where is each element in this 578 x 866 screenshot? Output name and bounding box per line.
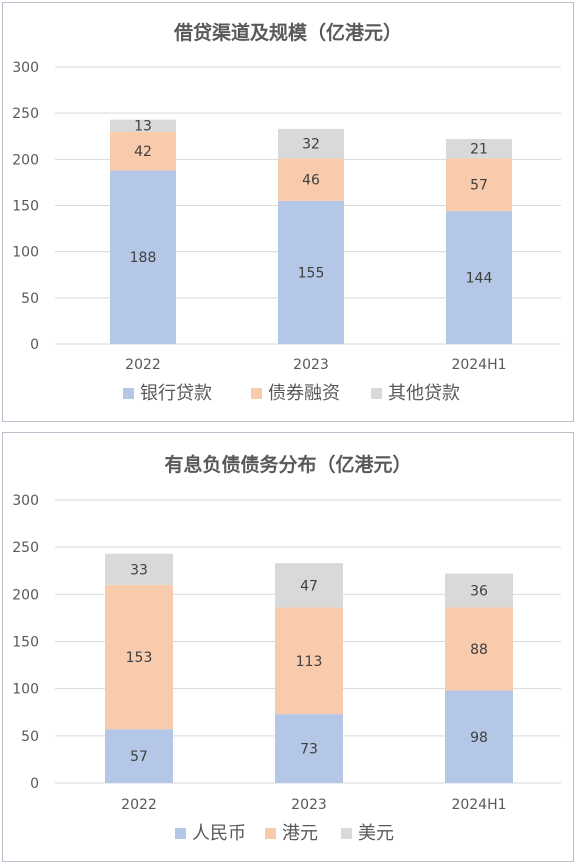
- bar-segment: [110, 170, 176, 344]
- y-tick-label: 0: [30, 337, 39, 353]
- bar-segment: [275, 714, 343, 783]
- data-label: 155: [298, 265, 325, 281]
- legend-entry: 其他贷款: [388, 383, 460, 404]
- bar-segment: [446, 158, 512, 212]
- data-label: 13: [134, 119, 152, 135]
- bar-segment: [445, 607, 513, 691]
- bar-segment: [110, 119, 176, 132]
- data-label: 42: [134, 144, 152, 160]
- bar-segment: [446, 139, 512, 159]
- data-label: 47: [300, 578, 318, 594]
- legend-swatch: [265, 828, 276, 839]
- data-label: 98: [470, 730, 488, 746]
- y-tick-label: 0: [30, 776, 39, 792]
- chart-panel-debt-distribution: 有息负债债务分布（亿港元） 0 50 100 150 200 250 300 57 153 33…: [2, 432, 574, 862]
- y-tick-label: 300: [12, 493, 39, 509]
- y-tick-label: 250: [12, 540, 39, 556]
- bar-segment: [278, 158, 344, 201]
- bar-segment: [105, 584, 173, 730]
- data-label: 57: [130, 749, 148, 765]
- bar-segment: [275, 563, 343, 608]
- chart-borrowing-channels: 借贷渠道及规模（亿港元） 0 50 100 150 200 250 300 188 42 13 2…: [12, 21, 561, 404]
- x-tick-label: 2024H1: [451, 797, 506, 813]
- y-tick-label: 50: [21, 291, 39, 307]
- legend-swatch: [251, 388, 262, 399]
- x-tick-label: 2022: [121, 797, 157, 813]
- bar-segment: [278, 128, 344, 159]
- chart-panel-borrowing-channels: 借贷渠道及规模（亿港元） 0 50 100 150 200 250 300 188 42 13 2…: [2, 2, 574, 422]
- chart-debt-distribution: 有息负债债务分布（亿港元） 0 50 100 150 200 250 300 57 153 33…: [12, 453, 561, 844]
- y-tick-label: 300: [12, 60, 39, 76]
- legend-swatch: [175, 828, 186, 839]
- y-tick-label: 150: [12, 635, 39, 651]
- data-label: 33: [130, 562, 148, 578]
- y-tick-label: 200: [12, 152, 39, 168]
- x-tick-label: 2023: [293, 357, 329, 373]
- data-label: 113: [296, 654, 323, 670]
- y-tick-label: 150: [12, 199, 39, 215]
- data-label: 32: [302, 137, 320, 153]
- bar-segment: [275, 607, 343, 715]
- y-tick-label: 200: [12, 587, 39, 603]
- bar-segment: [105, 553, 173, 585]
- x-tick-label: 2023: [291, 797, 327, 813]
- legend-swatch: [371, 388, 382, 399]
- data-label: 188: [130, 250, 157, 266]
- legend-entry: 人民币: [192, 823, 246, 844]
- data-label: 36: [470, 584, 488, 600]
- data-label: 57: [470, 178, 488, 194]
- legend-swatch: [341, 828, 352, 839]
- bar-segment: [278, 200, 344, 344]
- data-label: 153: [126, 650, 153, 666]
- legend-swatch: [123, 388, 134, 399]
- legend-entry: 债券融资: [268, 383, 340, 404]
- data-label: 73: [300, 742, 318, 758]
- x-tick-label: 2024H1: [451, 357, 506, 373]
- y-tick-label: 50: [21, 729, 39, 745]
- legend-entry: 美元: [358, 823, 394, 844]
- bar-segment: [445, 690, 513, 783]
- x-tick-label: 2022: [125, 357, 161, 373]
- data-label: 88: [470, 642, 488, 658]
- chart-title: 有息负债债务分布（亿港元）: [164, 453, 411, 476]
- bar-segment: [105, 729, 173, 783]
- legend-entry: 银行贷款: [140, 383, 212, 404]
- bar-segment: [110, 131, 176, 171]
- chart-title: 借贷渠道及规模（亿港元）: [173, 21, 402, 44]
- data-label: 46: [302, 173, 320, 189]
- y-tick-label: 100: [12, 682, 39, 698]
- data-label: 144: [466, 271, 493, 287]
- data-label: 21: [470, 142, 488, 158]
- bar-segment: [446, 211, 512, 344]
- bar-segment: [445, 573, 513, 608]
- legend-entry: 港元: [282, 823, 318, 844]
- y-tick-label: 100: [12, 245, 39, 261]
- y-tick-label: 250: [12, 106, 39, 122]
